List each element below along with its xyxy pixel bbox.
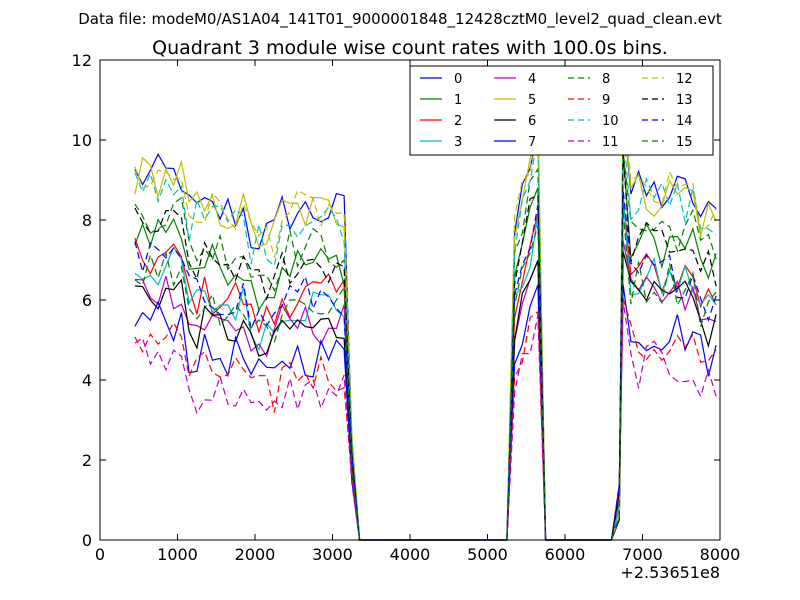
x-tick-label: 5000 (467, 545, 508, 564)
legend-label-2: 2 (454, 114, 462, 129)
legend-label-0: 0 (454, 72, 462, 87)
y-tick-label: 8 (82, 211, 92, 230)
y-tick-label: 4 (82, 371, 92, 390)
x-tick-label: 6000 (545, 545, 586, 564)
series-line-15 (134, 210, 717, 541)
chart-title: Quadrant 3 module wise count rates with … (152, 37, 668, 59)
x-tick-label: 1000 (157, 545, 198, 564)
legend-label-15: 15 (676, 135, 693, 150)
legend-label-7: 7 (528, 135, 536, 150)
legend-label-8: 8 (602, 72, 610, 87)
series-line-9 (134, 298, 717, 541)
y-tick-label: 10 (72, 131, 92, 150)
series-line-1 (134, 150, 717, 541)
x-tick-label: 8000 (700, 545, 741, 564)
y-tick-label: 2 (82, 451, 92, 470)
legend-label-11: 11 (602, 135, 619, 150)
series-line-11 (134, 301, 717, 541)
x-tick-label: 7000 (622, 545, 663, 564)
series-line-0 (134, 109, 717, 541)
series-layer (134, 100, 717, 541)
y-tick-label: 0 (82, 531, 92, 550)
series-line-10 (134, 128, 717, 541)
legend-label-14: 14 (676, 114, 693, 129)
x-tick-label: 2000 (235, 545, 276, 564)
series-line-6 (134, 251, 717, 541)
x-tick-label: 4000 (390, 545, 431, 564)
legend-label-3: 3 (454, 135, 462, 150)
legend-label-4: 4 (528, 72, 536, 87)
series-line-4 (134, 240, 717, 541)
x-axis: 0 1000 2000 3000 4000 5000 6000 7000 8000 (95, 60, 740, 564)
series-line-7 (134, 284, 717, 541)
legend-label-1: 1 (454, 93, 462, 108)
legend-label-9: 9 (602, 93, 610, 108)
series-line-3 (134, 195, 717, 541)
series-line-14 (134, 189, 717, 541)
y-tick-label: 6 (82, 291, 92, 310)
y-tick-label: 12 (72, 51, 92, 70)
legend-label-10: 10 (602, 114, 619, 129)
series-line-5 (134, 110, 717, 541)
legend-box (409, 65, 714, 156)
legend-label-6: 6 (528, 114, 536, 129)
series-line-8 (134, 151, 717, 541)
series-line-12 (134, 100, 717, 541)
x-offset-label: +2.53651e8 (620, 563, 720, 582)
legend-label-5: 5 (528, 93, 536, 108)
legend-label-13: 13 (676, 93, 693, 108)
data-file-label: Data file: modeM0/AS1A04_141T01_90000018… (78, 10, 722, 29)
x-tick-label: 3000 (312, 545, 353, 564)
series-line-13 (134, 153, 717, 541)
x-tick-label: 0 (95, 545, 105, 564)
legend-label-12: 12 (676, 72, 693, 87)
